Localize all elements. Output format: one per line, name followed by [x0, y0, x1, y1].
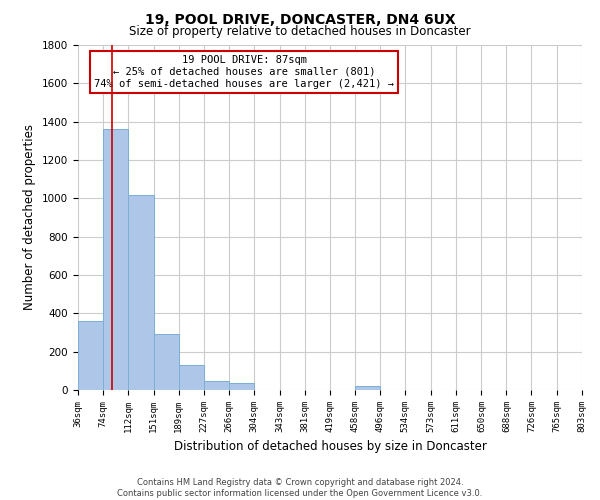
Bar: [154, 334, 179, 390]
Bar: [128, 194, 154, 390]
Bar: [355, 386, 380, 390]
Bar: [103, 130, 128, 390]
Bar: [203, 382, 229, 390]
Bar: [78, 321, 103, 390]
Text: Size of property relative to detached houses in Doncaster: Size of property relative to detached ho…: [129, 25, 471, 38]
Text: Contains HM Land Registry data © Crown copyright and database right 2024.
Contai: Contains HM Land Registry data © Crown c…: [118, 478, 482, 498]
X-axis label: Distribution of detached houses by size in Doncaster: Distribution of detached houses by size …: [173, 440, 487, 454]
Bar: [179, 365, 203, 390]
Bar: [229, 384, 254, 390]
Text: 19 POOL DRIVE: 87sqm
← 25% of detached houses are smaller (801)
74% of semi-deta: 19 POOL DRIVE: 87sqm ← 25% of detached h…: [94, 56, 394, 88]
Y-axis label: Number of detached properties: Number of detached properties: [23, 124, 37, 310]
Text: 19, POOL DRIVE, DONCASTER, DN4 6UX: 19, POOL DRIVE, DONCASTER, DN4 6UX: [145, 12, 455, 26]
